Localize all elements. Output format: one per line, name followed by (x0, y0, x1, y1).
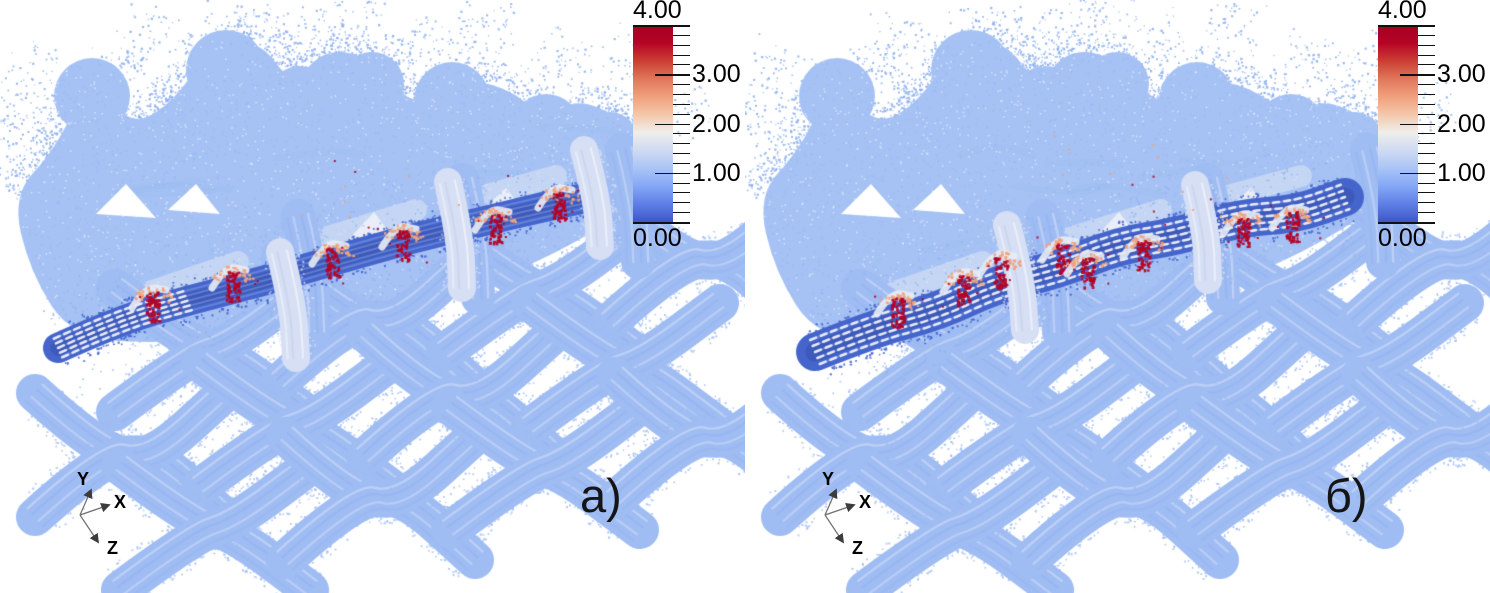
y-axis-arrow (79, 488, 93, 516)
colorbar-minor-tick (673, 153, 690, 155)
colorbar-b: 4.00 0.00 3.00 2.00 1.00 (1375, 0, 1490, 262)
y-axis-label: Y (77, 469, 89, 489)
z-axis-arrow (824, 514, 844, 544)
pointcloud-render-a (0, 0, 745, 593)
colorbar-minor-tick (1418, 113, 1435, 115)
colorbar-tick-label: 1.00 (1437, 158, 1486, 187)
colorbar-minor-tick (673, 212, 690, 214)
y-axis-arrow (824, 488, 838, 516)
colorbar-max-label: 4.00 (1378, 0, 1427, 24)
colorbar-minor-tick (1418, 103, 1435, 105)
colorbar-minor-tick (673, 143, 690, 145)
z-axis-label: Z (852, 538, 863, 558)
y-axis-label: Y (822, 469, 834, 489)
colorbar-minor-tick (673, 182, 690, 184)
colorbar-minor-tick (673, 84, 690, 86)
colorbar-minor-tick (1418, 143, 1435, 145)
colorbar-minor-tick (673, 192, 690, 194)
x-axis-label: X (114, 492, 126, 512)
colorbar-major-tick (1400, 172, 1435, 175)
colorbar-end-tick (633, 222, 690, 224)
colorbar-minor-tick (673, 54, 690, 56)
colorbar-tick-label: 1.00 (692, 158, 741, 187)
colorbar-minor-tick (673, 202, 690, 204)
colorbar-minor-tick (1418, 162, 1435, 164)
panel-a: 4.00 0.00 3.00 2.00 1.00 Y X Z а) (0, 0, 745, 593)
colorbar-end-tick (1378, 25, 1435, 27)
colorbar-tick-label: 2.00 (1437, 109, 1486, 138)
colorbar-major-tick (1400, 123, 1435, 125)
colorbar-tick-label: 2.00 (692, 109, 741, 138)
colorbar-max-label: 4.00 (633, 0, 682, 24)
colorbar-minor-tick (1418, 133, 1435, 135)
colorbar-minor-tick (1418, 202, 1435, 204)
colorbar-tick-label: 3.00 (1437, 60, 1486, 89)
colorbar-end-tick (1378, 222, 1435, 224)
colorbar-min-label: 0.00 (633, 224, 682, 252)
axis-triad-b: Y X Z (822, 469, 871, 558)
axis-triad-a: Y X Z (77, 469, 126, 558)
colorbar-a: 4.00 0.00 3.00 2.00 1.00 (630, 0, 758, 262)
colorbar-minor-tick (1418, 212, 1435, 214)
colorbar-minor-tick (673, 113, 690, 115)
x-axis-label: X (859, 492, 871, 512)
colorbar-minor-tick (1418, 84, 1435, 86)
colorbar-minor-tick (673, 34, 690, 36)
colorbar-minor-tick (1418, 54, 1435, 56)
panel-label-b: б) (1325, 469, 1368, 522)
colorbar-major-tick (1400, 74, 1435, 76)
z-axis-label: Z (107, 538, 118, 558)
panel-label-a: а) (580, 469, 622, 522)
colorbar-min-label: 0.00 (1378, 224, 1427, 252)
colorbar-minor-tick (1418, 64, 1435, 66)
colorbar-minor-tick (1418, 93, 1435, 95)
colorbar-major-tick (655, 74, 690, 76)
x-axis-arrow (79, 503, 111, 516)
colorbar-tick-label: 3.00 (692, 60, 741, 89)
pointcloud-render-b (745, 0, 1490, 593)
colorbar-minor-tick (673, 133, 690, 135)
colorbar-minor-tick (1418, 44, 1435, 46)
colorbar-minor-tick (673, 93, 690, 95)
x-axis-arrow (824, 503, 856, 516)
colorbar-minor-tick (673, 64, 690, 66)
colorbar-end-tick (633, 25, 690, 27)
colorbar-minor-tick (1418, 153, 1435, 155)
colorbar-minor-tick (673, 44, 690, 46)
colorbar-minor-tick (1418, 34, 1435, 36)
colorbar-minor-tick (1418, 192, 1435, 194)
colorbar-major-tick (655, 172, 690, 175)
colorbar-major-tick (655, 123, 690, 125)
colorbar-minor-tick (673, 103, 690, 105)
colorbar-minor-tick (1418, 182, 1435, 184)
panel-b: 4.00 0.00 3.00 2.00 1.00 Y X Z б) (745, 0, 1490, 593)
colorbar-minor-tick (673, 162, 690, 164)
z-axis-arrow (79, 514, 99, 544)
